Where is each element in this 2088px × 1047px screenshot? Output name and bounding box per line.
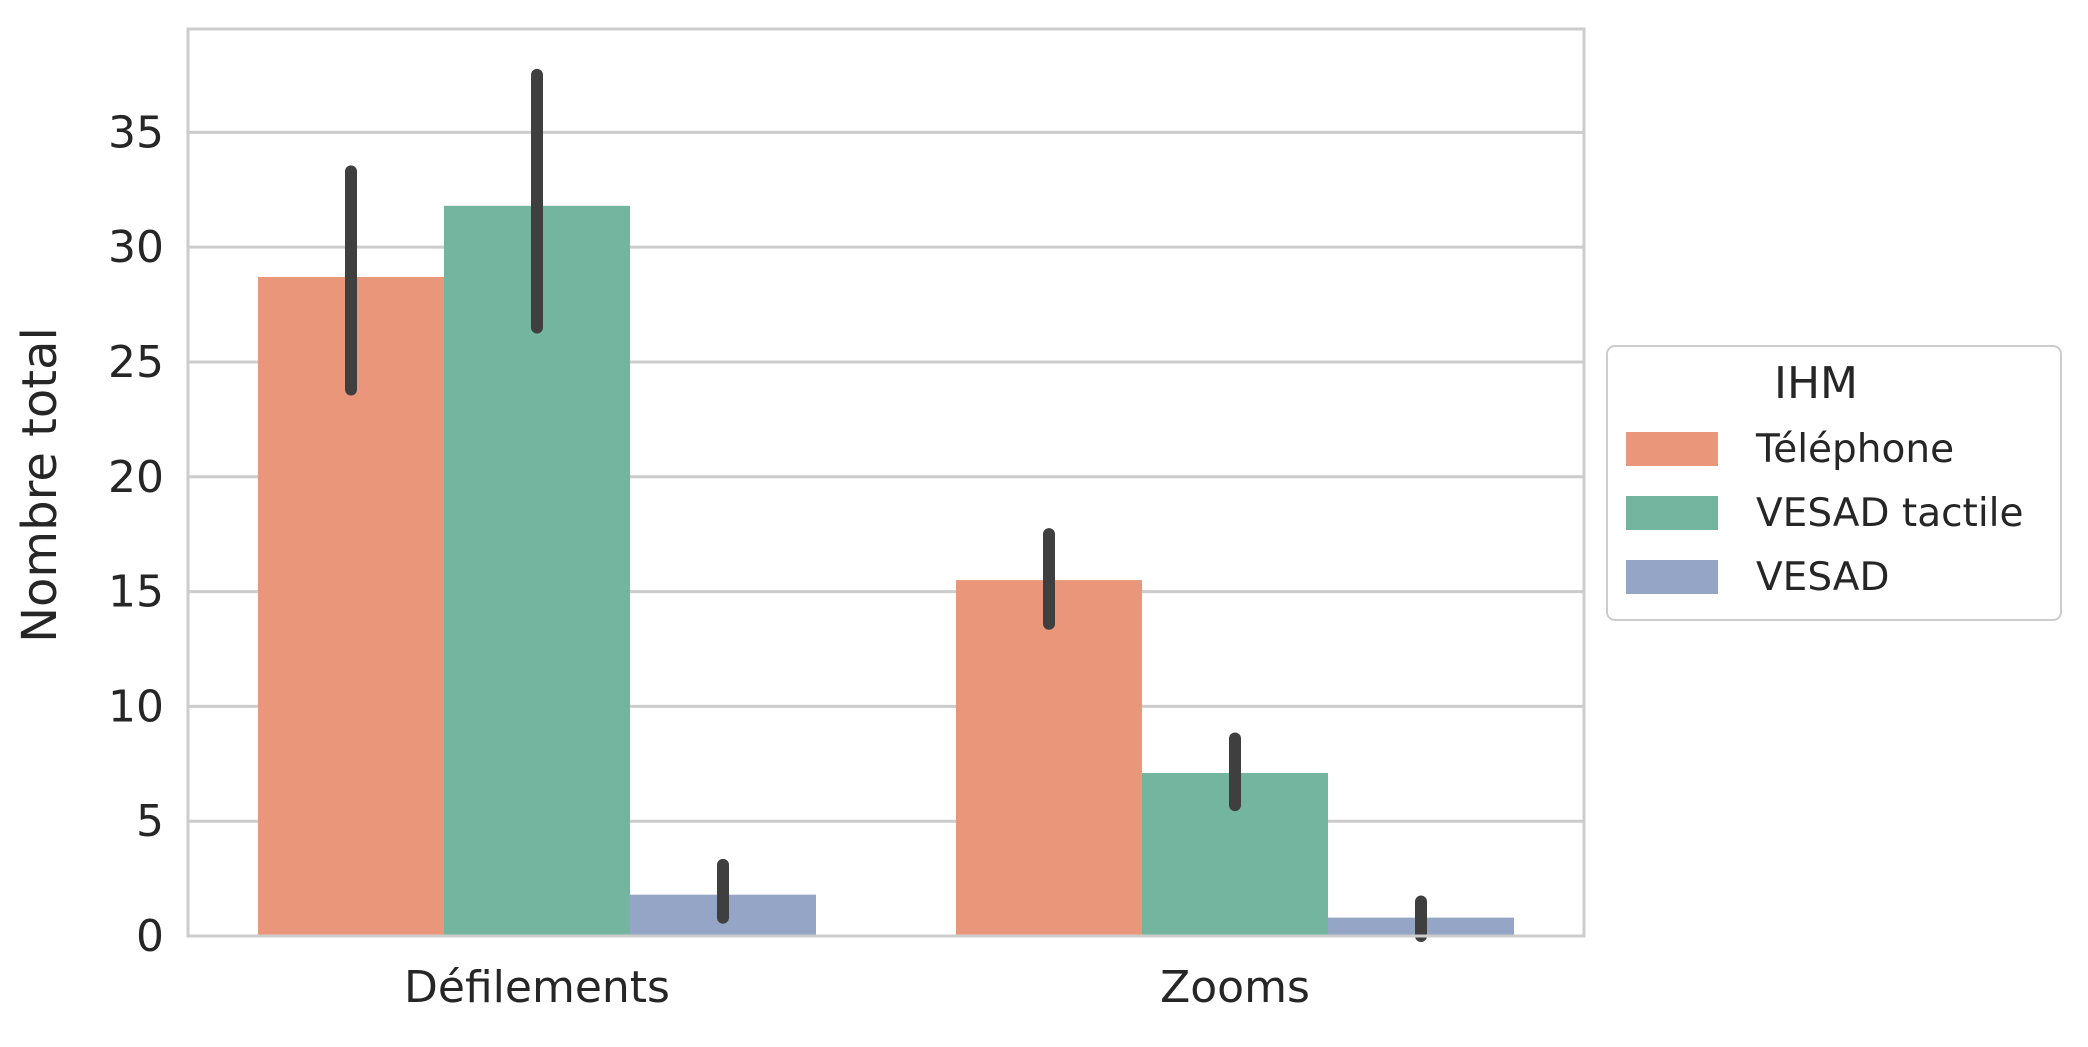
- y-tick-label: 10: [108, 681, 164, 732]
- legend-title: IHM: [1774, 358, 1858, 409]
- legend-swatch: [1626, 496, 1718, 530]
- legend-items: Téléphone VESAD tactile VESAD: [1626, 427, 2024, 600]
- legend-swatch: [1626, 560, 1718, 594]
- y-tick-label: 35: [108, 107, 164, 158]
- plot-border: [186, 27, 1586, 938]
- y-tick-label: 30: [108, 222, 164, 273]
- bars: [258, 205, 1514, 936]
- y-tick-label: 5: [136, 796, 164, 847]
- y-tick-label: 0: [136, 911, 164, 962]
- legend: IHM Téléphone VESAD tactile VESAD: [1606, 345, 2062, 621]
- legend-label: VESAD tactile: [1756, 491, 2024, 536]
- error-bars: [345, 68, 1427, 942]
- y-tick-label: 15: [108, 567, 164, 618]
- x-tick-label: Zooms: [1160, 962, 1310, 1013]
- y-tick-label: 25: [108, 337, 164, 388]
- bar: [956, 580, 1142, 936]
- x-tick-labels: Défilements Zooms: [404, 962, 1310, 1013]
- y-axis-label: Nombre total: [12, 327, 68, 643]
- y-tick-label: 20: [108, 452, 164, 503]
- legend-swatch: [1626, 432, 1718, 466]
- legend-frame: [1606, 345, 2062, 621]
- y-tick-labels: 0 5 10 15 20 25 30 35: [108, 107, 164, 962]
- legend-label: VESAD: [1756, 555, 1890, 600]
- x-tick-label: Défilements: [404, 962, 670, 1013]
- plot-frame: [186, 27, 1586, 938]
- legend-label: Téléphone: [1755, 427, 1954, 472]
